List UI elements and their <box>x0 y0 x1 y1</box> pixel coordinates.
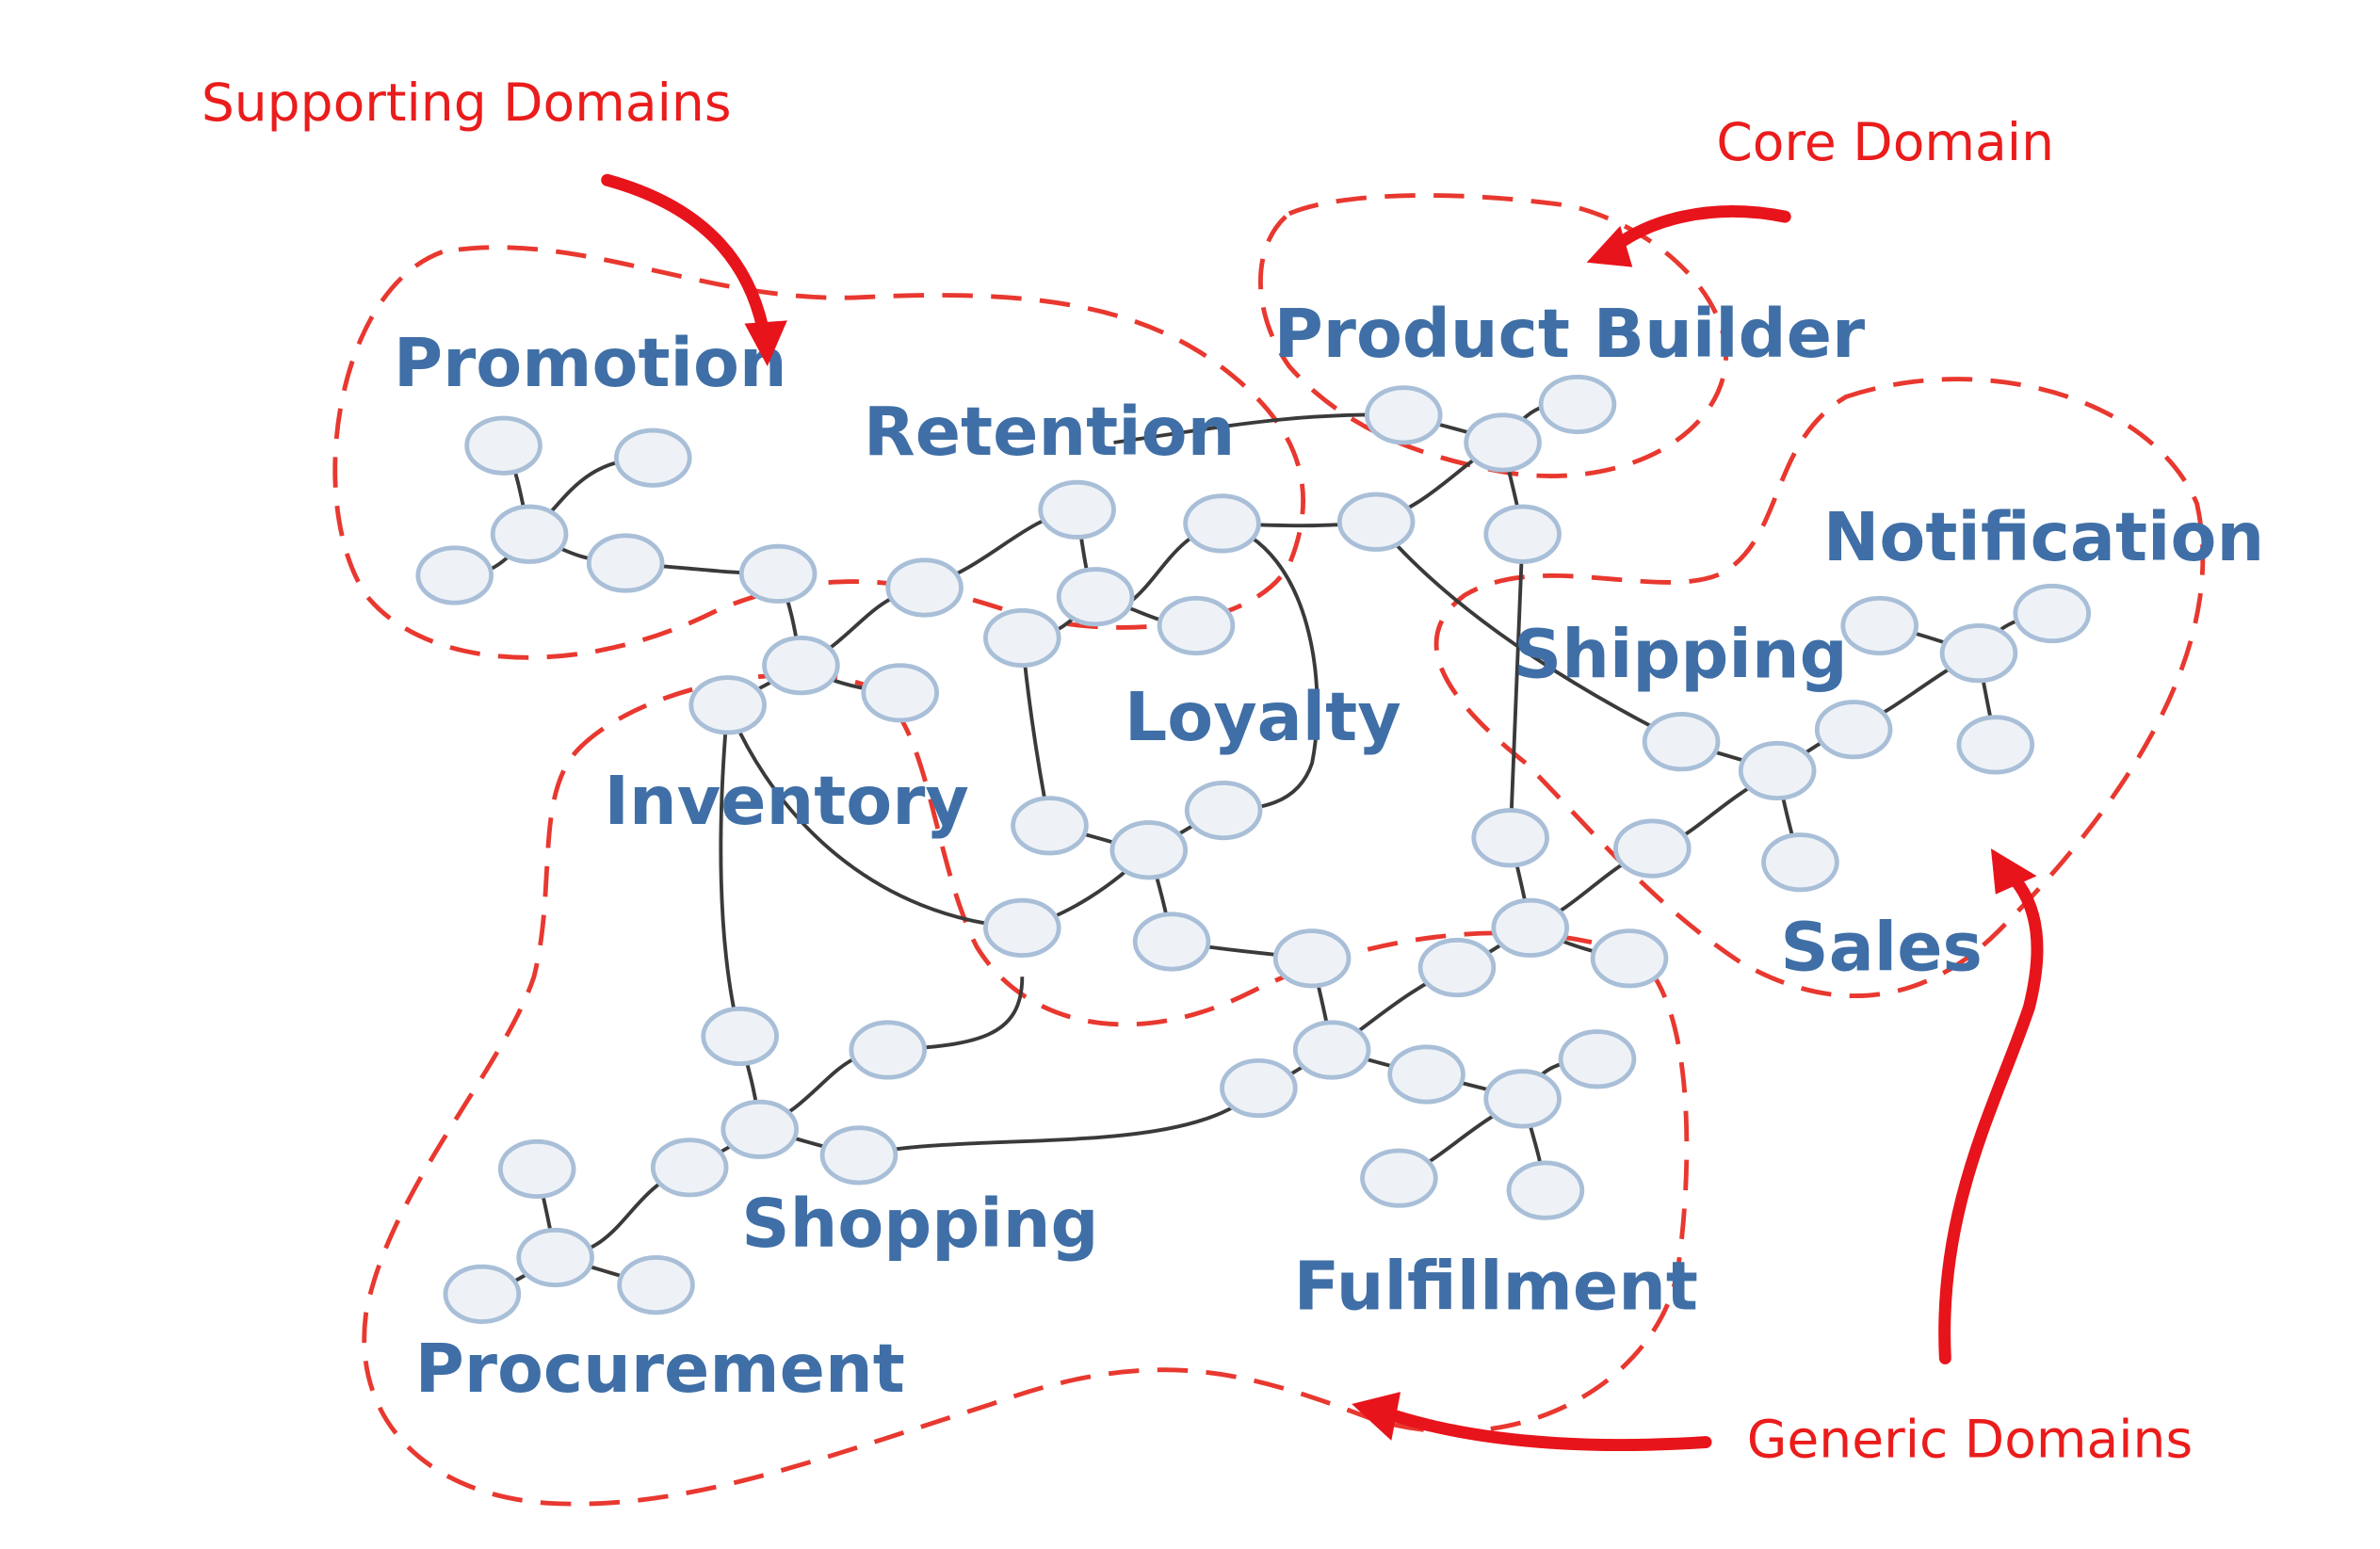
node <box>985 610 1059 665</box>
node <box>985 900 1059 955</box>
arrowhead-generic-domains-left <box>1352 1392 1401 1441</box>
node <box>1363 1151 1436 1205</box>
annotations: Supporting Domains Core Domain Generic D… <box>202 73 2193 1470</box>
domain-label-sales: Sales <box>1780 909 1983 987</box>
node <box>1222 1060 1296 1115</box>
edge <box>1374 521 1682 744</box>
node <box>620 1257 693 1312</box>
node <box>1135 914 1208 969</box>
generic-domains-boundary-right <box>1433 377 2206 999</box>
node <box>1843 598 1917 653</box>
annotation-core-domain: Core Domain <box>1716 112 2054 172</box>
node <box>1942 625 2016 680</box>
edge <box>725 704 1023 930</box>
arrow-generic-domains-left <box>1389 1410 1712 1452</box>
domain-label-promotion: Promotion <box>394 324 787 402</box>
arrow-generic-domains-right <box>1938 876 2044 1364</box>
node <box>1740 743 1814 798</box>
edge <box>1113 412 1404 444</box>
node <box>1474 811 1547 865</box>
annotation-supporting-domains: Supporting Domains <box>202 73 732 133</box>
node <box>704 1008 777 1063</box>
node <box>1187 783 1260 837</box>
node <box>1541 377 1614 431</box>
node <box>1367 388 1440 443</box>
domain-labels: Promotion Retention Product Builder Noti… <box>394 295 2264 1408</box>
domain-label-retention: Retention <box>864 393 1236 471</box>
node <box>741 546 815 601</box>
node <box>1644 714 1718 768</box>
node <box>1339 494 1413 549</box>
node <box>851 1023 925 1077</box>
node <box>1390 1047 1464 1102</box>
node <box>1486 507 1560 561</box>
node <box>1817 702 1890 757</box>
arrowhead-supporting-domains <box>744 320 787 366</box>
node <box>1013 799 1087 853</box>
boundaries <box>332 193 2206 1507</box>
node <box>1041 482 1114 537</box>
arrow-supporting-domains <box>601 173 769 334</box>
node <box>1959 718 2032 772</box>
node <box>1494 900 1567 955</box>
node <box>1593 931 1666 986</box>
node <box>1112 823 1186 878</box>
domain-label-loyalty: Loyalty <box>1125 678 1401 756</box>
annotation-generic-domains: Generic Domains <box>1747 1410 2193 1470</box>
domain-label-shopping: Shopping <box>741 1185 1098 1263</box>
domain-label-inventory: Inventory <box>604 762 968 840</box>
node <box>2016 586 2089 640</box>
node <box>493 507 566 561</box>
node <box>1059 570 1132 624</box>
arrowhead-generic-domains-right <box>1990 848 2037 895</box>
node <box>653 1140 726 1195</box>
node <box>1486 1072 1560 1126</box>
generic-domains-boundary-left <box>362 672 1690 1507</box>
node <box>500 1141 574 1196</box>
node <box>1295 1023 1368 1077</box>
edge <box>719 704 742 1037</box>
node <box>1466 415 1540 470</box>
node <box>888 560 962 615</box>
node <box>616 430 689 485</box>
node <box>1561 1032 1634 1087</box>
node <box>822 1128 896 1183</box>
node <box>1615 821 1689 876</box>
node <box>691 678 765 733</box>
node <box>467 418 541 473</box>
node <box>589 536 662 590</box>
edge <box>1508 534 1525 838</box>
supporting-domains-boundary <box>332 245 1305 660</box>
node <box>418 548 492 603</box>
arrowhead-core-domain <box>1586 225 1633 267</box>
domain-label-shipping: Shipping <box>1514 616 1848 694</box>
arrow-core-domain <box>1608 205 1791 254</box>
node <box>519 1230 592 1284</box>
domain-label-product-builder: Product Builder <box>1274 295 1866 373</box>
node <box>1186 496 1259 551</box>
node <box>723 1102 797 1156</box>
node <box>864 666 937 720</box>
node <box>445 1267 519 1321</box>
edge <box>858 1087 1260 1157</box>
core-domain-boundary <box>1257 193 1728 478</box>
node <box>765 637 838 692</box>
domain-label-notification: Notification <box>1823 498 2264 576</box>
node <box>1420 940 1494 994</box>
node <box>1159 598 1233 653</box>
node <box>1509 1163 1582 1218</box>
edge <box>1221 522 1320 813</box>
node <box>1764 835 1838 890</box>
domain-label-fulfillment: Fulfillment <box>1294 1248 1698 1326</box>
node <box>1275 931 1349 986</box>
domain-label-procurement: Procurement <box>415 1330 905 1408</box>
